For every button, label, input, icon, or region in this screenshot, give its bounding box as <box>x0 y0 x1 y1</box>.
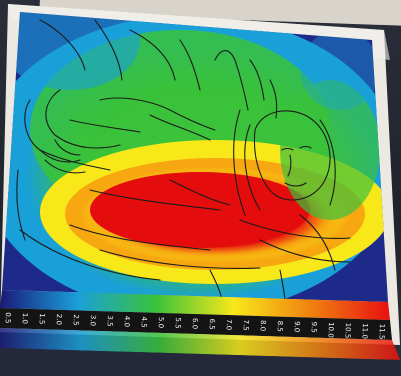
scale-tick-label: 5.0 <box>157 317 165 328</box>
scale-tick-label: 11.0 <box>360 323 369 339</box>
scale-tick-label: 0.5 <box>4 312 12 323</box>
scale-label-band <box>0 308 392 340</box>
scale-tick-label: 4.5 <box>140 316 148 327</box>
scale-tick-label: 7.5 <box>242 319 250 330</box>
scale-tick-label: 4.0 <box>123 316 131 327</box>
scale-tick-label: 3.5 <box>106 315 114 326</box>
scale-tick-label: 2.5 <box>72 314 80 325</box>
heatmap-area <box>2 12 388 302</box>
scale-tick-label: 9.5 <box>310 322 318 333</box>
scale-tick-label: 10.0 <box>326 322 335 338</box>
scale-tick-label: 11.5 <box>377 324 386 340</box>
scale-tick-label: 1.0 <box>21 313 29 324</box>
scale-tick-label: 6.0 <box>191 318 199 329</box>
scale-tick-label: 8.5 <box>276 321 284 332</box>
color-scale-bar <box>0 290 390 320</box>
scale-tick-label: 9.0 <box>293 321 301 332</box>
scale-tick-label: 7.0 <box>225 319 233 330</box>
scale-tick-label: 8.0 <box>259 320 267 331</box>
scale-tick-label: 6.5 <box>208 318 216 329</box>
scale-tick-label: 5.5 <box>174 317 182 328</box>
scale-ticks: 0.5 1.0 1.5 2.0 2.5 3.0 3.5 4.0 4.5 5.0 5.5 6.0 6.5 7… <box>4 312 386 339</box>
scale-tick-label: 2.0 <box>55 314 63 325</box>
scale-tick-label: 3.0 <box>89 315 97 326</box>
scale-tick-label: 1.5 <box>38 313 46 324</box>
figure-line-drawing <box>16 19 351 301</box>
scale-tick-label: 10.5 <box>343 323 352 339</box>
